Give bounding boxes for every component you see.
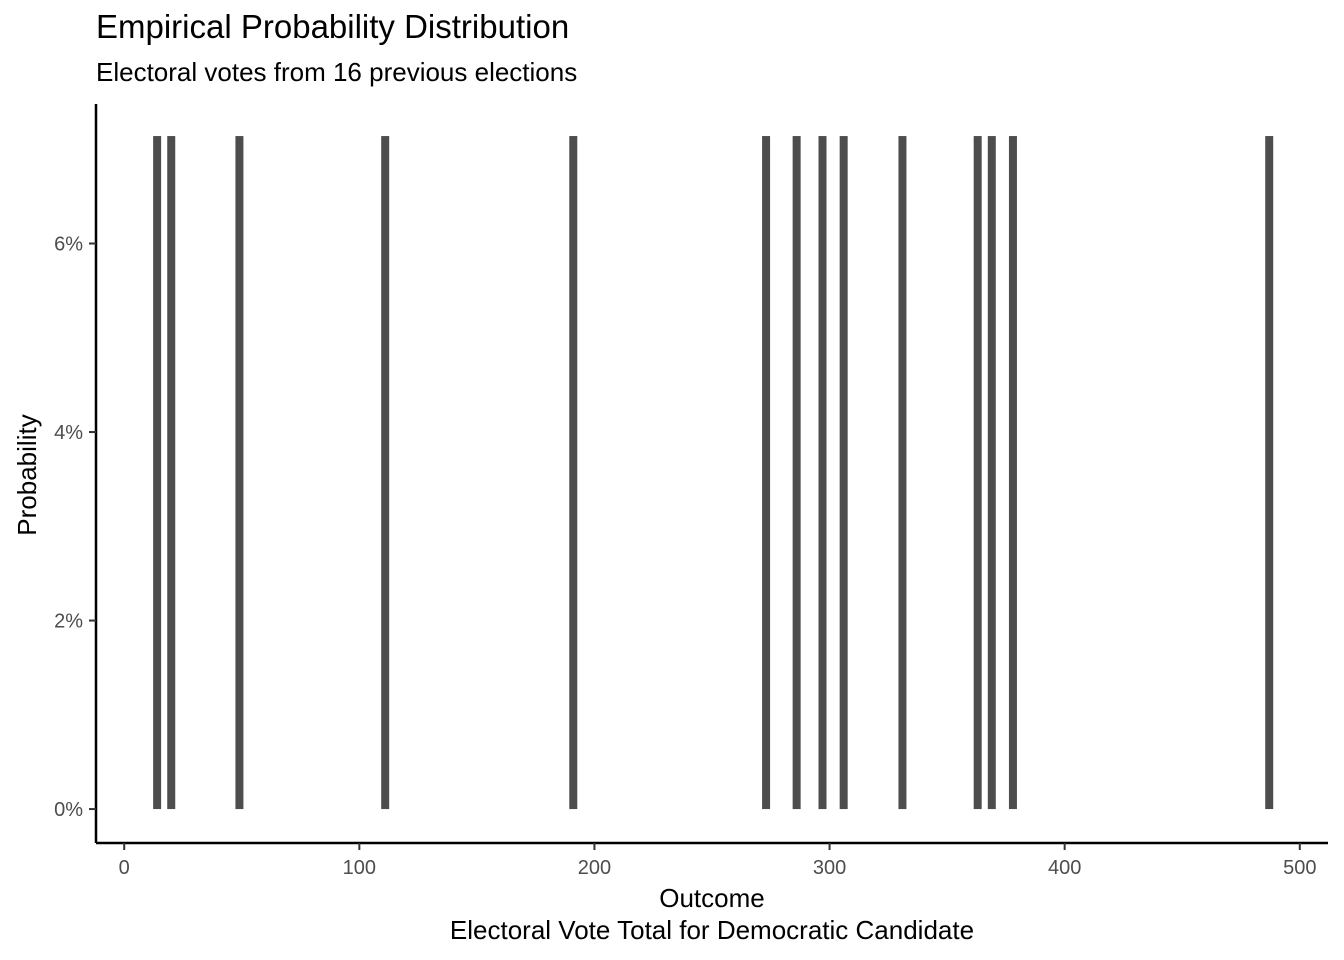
y-tick-label: 2%: [54, 611, 83, 633]
bar: [792, 136, 801, 810]
bar: [1265, 136, 1274, 810]
y-axis-title: Probability: [12, 414, 42, 535]
bar: [973, 136, 982, 810]
y-tick-label: 0%: [54, 799, 83, 821]
x-axis-ticks: 0 100 200 300 400 500: [119, 843, 1316, 879]
x-tick-label: 400: [1048, 857, 1081, 879]
y-tick-label: 6%: [54, 234, 83, 256]
x-axis-title-line1: Outcome: [659, 883, 765, 913]
bar: [762, 136, 771, 810]
bar: [153, 136, 162, 810]
bar: [1008, 136, 1017, 810]
x-tick-label: 300: [813, 857, 846, 879]
x-tick-label: 0: [119, 857, 130, 879]
y-axis-ticks: 0% 2% 4% 6%: [54, 234, 96, 821]
x-axis-title-line2: Electoral Vote Total for Democratic Cand…: [450, 915, 974, 945]
x-tick-label: 500: [1283, 857, 1316, 879]
chart-subtitle: Electoral votes from 16 previous electio…: [96, 57, 578, 87]
bar: [235, 136, 244, 810]
x-tick-label: 100: [343, 857, 376, 879]
bar: [818, 136, 827, 810]
bar: [569, 136, 578, 810]
x-tick-label: 200: [578, 857, 611, 879]
chart-title: Empirical Probability Distribution: [96, 8, 570, 45]
bar: [987, 136, 996, 810]
bar: [898, 136, 907, 810]
bar: [381, 136, 390, 810]
bar: [839, 136, 848, 810]
bar: [167, 136, 176, 810]
bars-group: [153, 136, 1274, 810]
y-tick-label: 4%: [54, 422, 83, 444]
